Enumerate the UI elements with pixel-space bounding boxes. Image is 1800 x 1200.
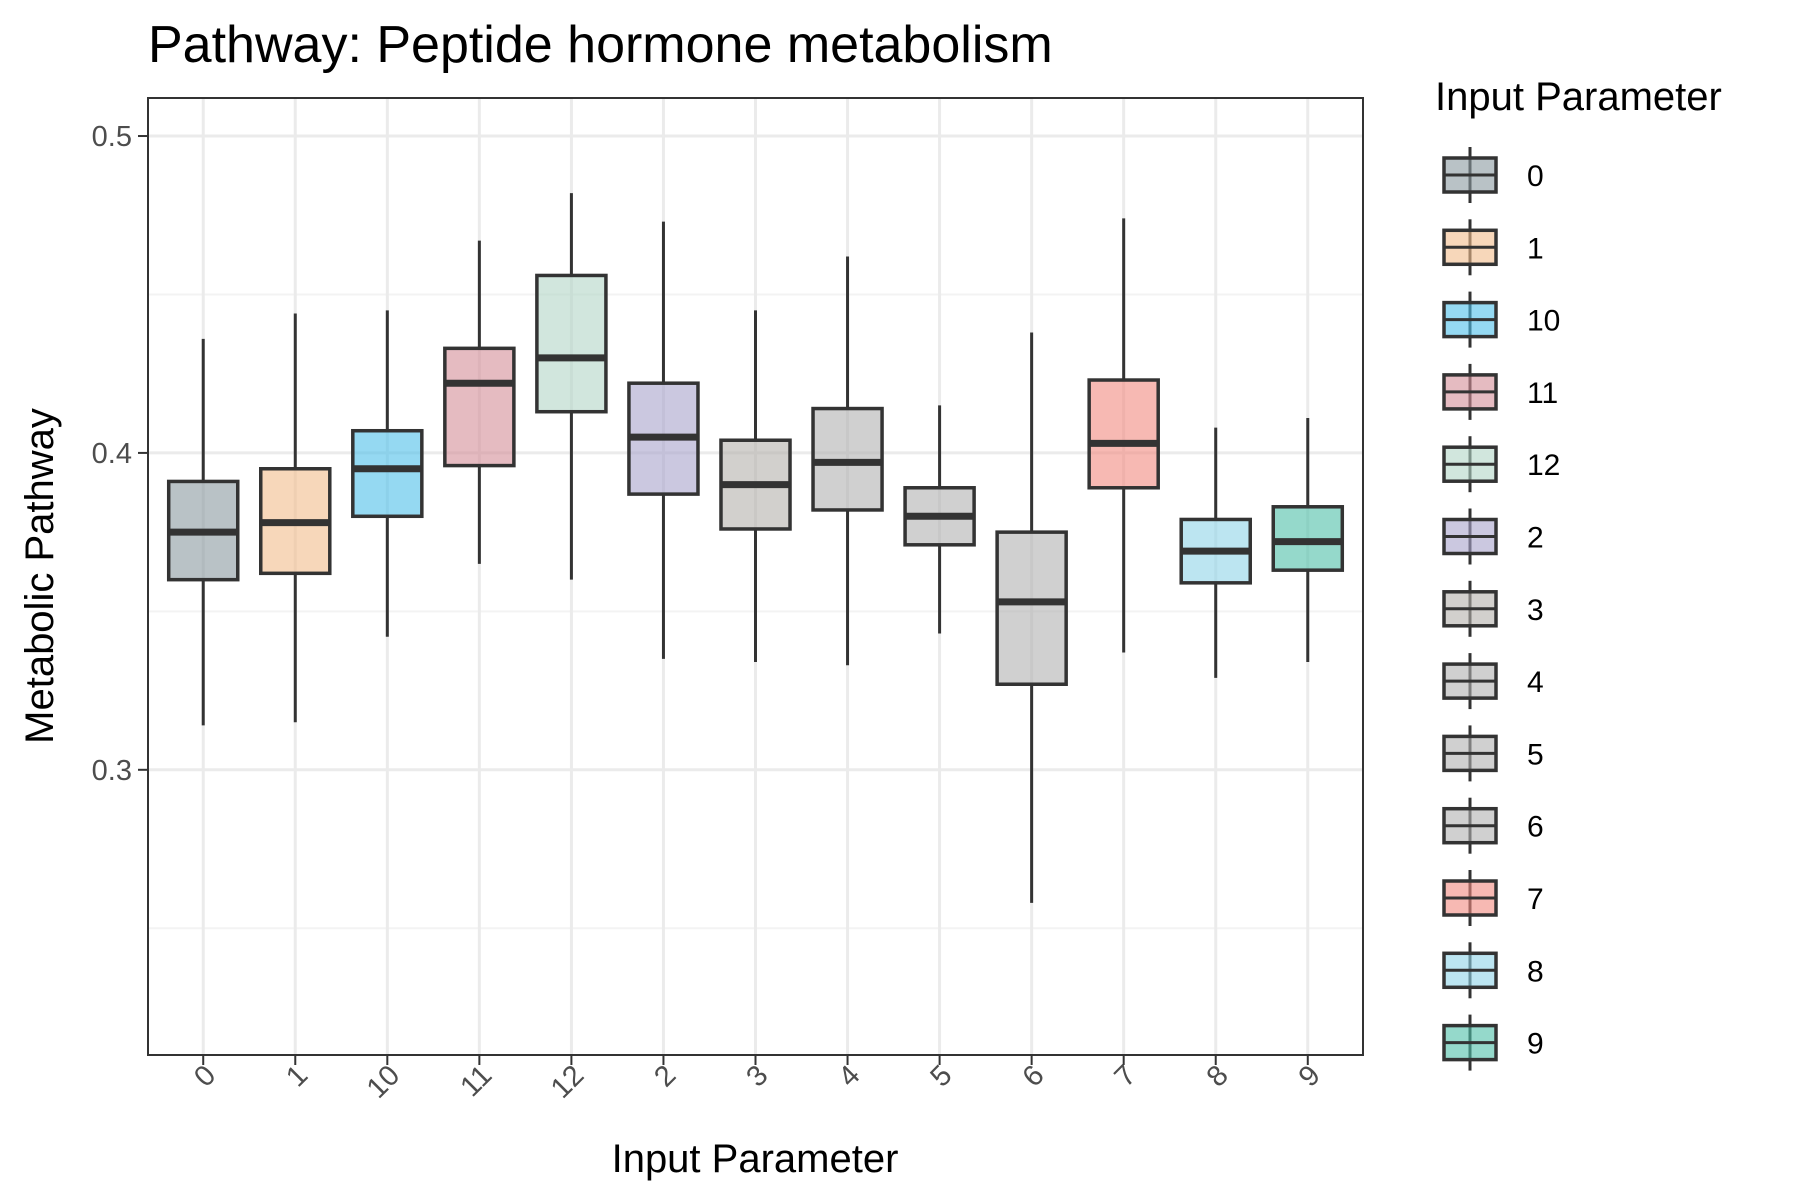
x-tick-label: 11 xyxy=(454,1059,498,1103)
x-axis: 0 1 10 11 12 2 3 4 5 6 7 8 9 xyxy=(188,1055,1327,1105)
legend-item-10: 10 xyxy=(1442,291,1560,348)
box-0 xyxy=(166,338,240,726)
legend-item-2: 2 xyxy=(1442,508,1544,565)
legend-item-0: 0 xyxy=(1442,147,1544,203)
box-6 xyxy=(995,332,1068,903)
iqr-box xyxy=(535,273,608,414)
box-11 xyxy=(443,240,516,564)
y-axis-title: Metabolic Pathway xyxy=(18,408,62,744)
legend-item-7: 7 xyxy=(1442,870,1544,926)
legend-item-4: 4 xyxy=(1442,653,1544,710)
legend-label: 5 xyxy=(1527,738,1544,771)
legend-item-5: 5 xyxy=(1442,725,1544,782)
x-tick-label: 0 xyxy=(188,1059,222,1093)
box-2 xyxy=(627,221,700,659)
legend-label: 4 xyxy=(1527,666,1544,699)
legend-item-11: 11 xyxy=(1442,363,1558,420)
chart-title: Pathway: Peptide hormone metabolism xyxy=(148,16,1053,74)
box-12 xyxy=(535,193,608,580)
legend-label: 7 xyxy=(1527,883,1544,916)
legend-label: 10 xyxy=(1527,305,1560,338)
legend-item-1: 1 xyxy=(1442,219,1544,276)
x-tick-label: 8 xyxy=(1201,1059,1235,1093)
legend-label: 8 xyxy=(1527,955,1544,988)
box-layer xyxy=(166,193,1345,903)
legend-label: 1 xyxy=(1527,232,1544,265)
x-axis-title: Input Parameter xyxy=(612,1137,899,1181)
box-7 xyxy=(1087,218,1160,653)
iqr-box xyxy=(1087,378,1160,490)
iqr-box xyxy=(443,346,516,468)
box-8 xyxy=(1179,427,1252,678)
legend-item-6: 6 xyxy=(1442,797,1544,854)
box-10 xyxy=(351,310,424,637)
x-tick-label: 3 xyxy=(740,1059,774,1093)
box-1 xyxy=(259,313,332,723)
x-tick-label: 7 xyxy=(1109,1059,1143,1093)
y-tick-label: 0.4 xyxy=(92,438,132,470)
legend-label: 0 xyxy=(1527,160,1544,193)
iqr-box xyxy=(995,530,1068,686)
x-tick-label: 5 xyxy=(925,1059,959,1093)
y-axis: 0.3 0.4 0.5 xyxy=(92,121,148,787)
x-tick-label: 9 xyxy=(1293,1059,1327,1093)
x-tick-label: 12 xyxy=(545,1059,590,1104)
box-5 xyxy=(903,405,976,634)
legend-label: 9 xyxy=(1527,1028,1544,1061)
legend: Input Parameter 0 1 10 11 12 2 3 4 5 6 7 8 9 xyxy=(1435,75,1722,1071)
x-tick-label: 1 xyxy=(280,1059,314,1093)
x-tick-label: 4 xyxy=(832,1059,866,1093)
legend-item-9: 9 xyxy=(1442,1014,1544,1071)
x-tick-label: 2 xyxy=(648,1059,682,1093)
legend-label: 6 xyxy=(1527,811,1544,844)
box-4 xyxy=(811,256,884,666)
y-tick-label: 0.5 xyxy=(92,121,132,153)
y-tick-label: 0.3 xyxy=(92,755,132,787)
box-3 xyxy=(719,310,792,663)
legend-item-8: 8 xyxy=(1442,942,1544,999)
legend-label: 3 xyxy=(1527,594,1544,627)
legend-label: 12 xyxy=(1527,449,1560,482)
box-9 xyxy=(1271,418,1345,663)
legend-title: Input Parameter xyxy=(1435,75,1722,119)
legend-items: 0 1 10 11 12 2 3 4 5 6 7 8 9 xyxy=(1442,147,1560,1071)
x-tick-label: 10 xyxy=(361,1059,406,1104)
x-tick-label: 6 xyxy=(1017,1059,1051,1093)
legend-item-12: 12 xyxy=(1442,436,1560,493)
legend-label: 2 xyxy=(1527,522,1544,555)
iqr-box xyxy=(351,428,424,519)
legend-item-3: 3 xyxy=(1442,580,1544,637)
legend-label: 11 xyxy=(1527,377,1558,410)
